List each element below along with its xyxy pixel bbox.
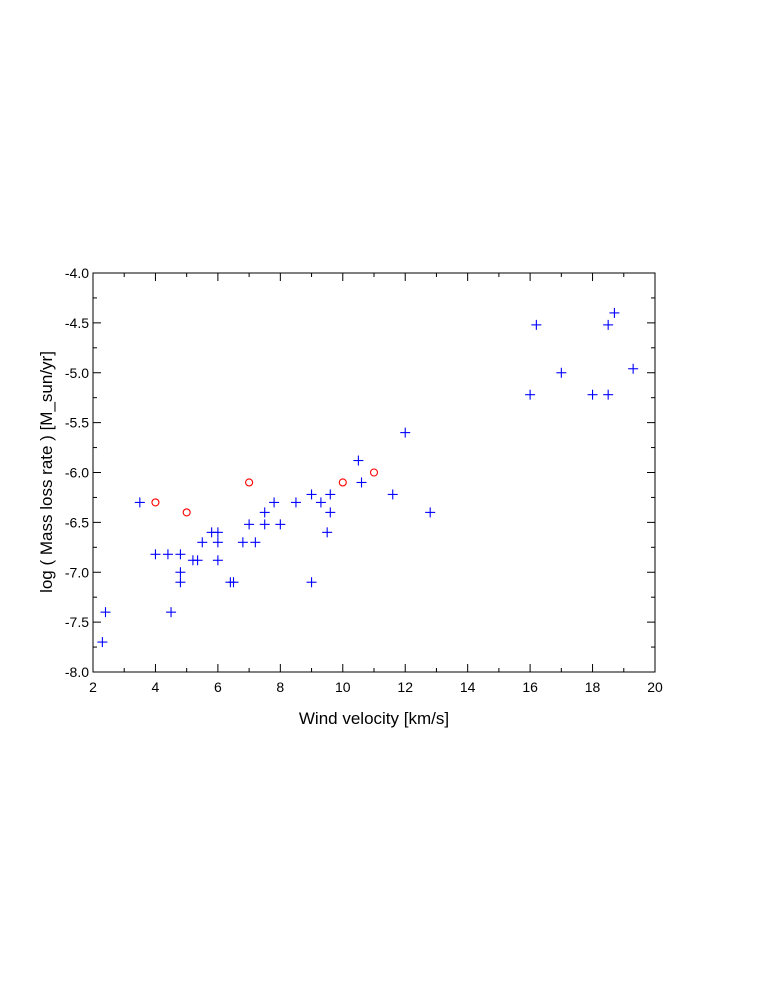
x-tick-label: 20 [647, 679, 663, 695]
plus-marker-point [356, 477, 367, 488]
plus-marker-point [269, 497, 280, 508]
x-tick-label: 6 [214, 679, 222, 695]
plus-marker-point [315, 497, 326, 508]
plus-marker-point [325, 489, 336, 500]
plus-marker-point [400, 427, 411, 438]
plus-marker-point [322, 527, 333, 538]
x-axis-tick-labels: 2 4 6 8 10 12 14 16 18 20 [89, 679, 663, 695]
plus-marker-point [100, 607, 111, 618]
plus-marker-point [275, 519, 286, 530]
plus-marker-point [525, 389, 536, 400]
plus-marker-point [259, 507, 270, 518]
plus-marker-point [212, 527, 223, 538]
plus-marker-point [244, 519, 255, 530]
y-tick-label: -7.5 [65, 614, 89, 630]
plus-marker-point [175, 577, 186, 588]
x-axis-ticks [92, 273, 656, 672]
x-tick-label: 16 [522, 679, 538, 695]
plus-marker-point [425, 507, 436, 518]
y-tick-label: -6.0 [65, 465, 89, 481]
plus-marker-point [325, 507, 336, 518]
plus-marker-point [531, 319, 542, 330]
plus-marker-point [290, 497, 301, 508]
plus-marker-point [175, 549, 186, 560]
x-tick-label: 10 [335, 679, 351, 695]
x-tick-label: 2 [89, 679, 97, 695]
plus-marker-point [556, 367, 567, 378]
y-axis-label: log ( Mass loss rate ) [M_sun/yr] [37, 351, 56, 593]
plus-marker-point [306, 489, 317, 500]
x-tick-label: 8 [276, 679, 284, 695]
circle-marker-point [151, 498, 160, 507]
circle-marker-point [338, 478, 347, 487]
plus-marker-point [306, 577, 317, 588]
plus-marker-point [587, 389, 598, 400]
plus-marker-point [192, 555, 203, 566]
plus-marker-point [228, 577, 239, 588]
y-tick-label: -6.5 [65, 514, 89, 530]
plus-marker-point [353, 455, 364, 466]
plus-marker-point [166, 607, 177, 618]
plus-marker-point [150, 549, 161, 560]
plus-marker-point [387, 489, 398, 500]
plus-marker-point [603, 319, 614, 330]
plus-marker-point [162, 549, 173, 560]
plus-marker-point [237, 537, 248, 548]
y-tick-label: -5.5 [65, 415, 89, 431]
y-tick-label: -5.0 [65, 365, 89, 381]
data-points [97, 307, 639, 648]
plus-marker-point [250, 537, 261, 548]
y-tick-label: -7.0 [65, 564, 89, 580]
x-axis-label: Wind velocity [km/s] [299, 709, 449, 728]
circle-marker-point [182, 508, 191, 517]
plus-marker-point [175, 567, 186, 578]
plus-marker-point [212, 537, 223, 548]
y-tick-label: -8.0 [65, 664, 89, 680]
x-tick-label: 12 [397, 679, 413, 695]
plus-marker-point [628, 363, 639, 374]
y-axis-tick-labels: -8.0 -7.5 -7.0 -6.5 -6.0 -5.5 -5.0 -4.5 -4.0 [65, 265, 89, 680]
plus-marker-point [197, 537, 208, 548]
y-axis-ticks [93, 272, 655, 673]
plus-marker-point [609, 307, 620, 318]
plot-frame [92, 272, 656, 673]
y-tick-label: -4.5 [65, 315, 89, 331]
plus-marker-point [259, 519, 270, 530]
plus-marker-point [603, 389, 614, 400]
x-tick-label: 14 [460, 679, 476, 695]
circle-marker-point [369, 468, 379, 477]
x-tick-label: 4 [152, 679, 160, 695]
plus-marker-point [97, 637, 108, 648]
circle-marker-point [245, 478, 254, 487]
plus-marker-point [212, 555, 223, 566]
y-tick-label: -4.0 [65, 265, 89, 281]
x-tick-label: 18 [585, 679, 601, 695]
plus-marker-point [134, 497, 145, 508]
